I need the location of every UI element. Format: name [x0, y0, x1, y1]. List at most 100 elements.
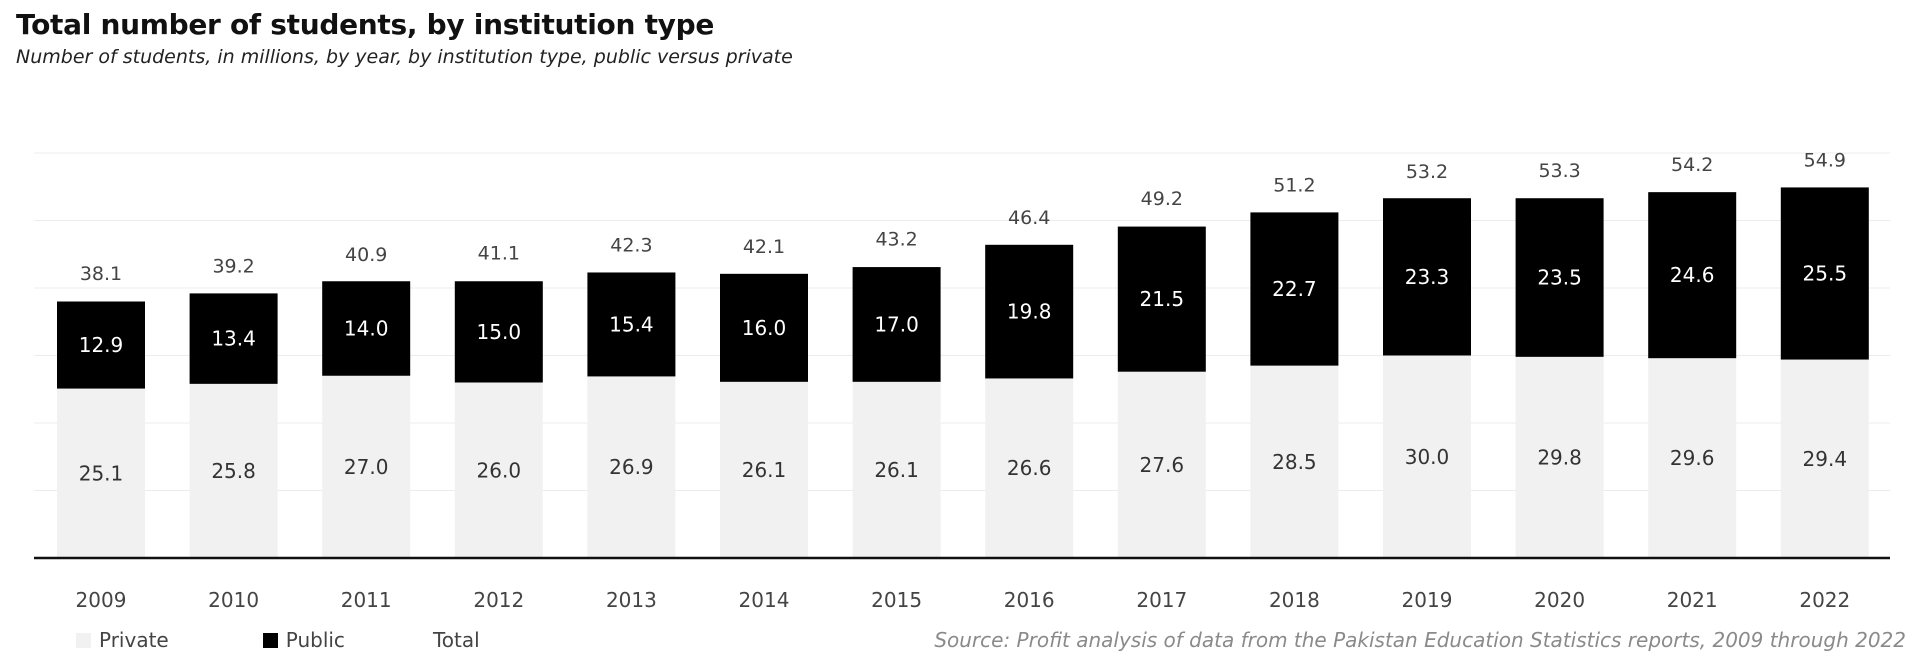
- bar-private-2015[interactable]: [852, 381, 941, 558]
- label-private-2017: 27.6: [1140, 453, 1185, 477]
- stacked-bar-chart: 25.1 12.9 38.1 25.8 13.4 39.2 27.0 14.0 40.9 26.0…: [34, 149, 1890, 610]
- bar-private-2020[interactable]: [1515, 356, 1604, 558]
- bar-public-2019[interactable]: [1383, 198, 1471, 356]
- x-tick-label-2017: 2017: [1136, 588, 1187, 610]
- label-total-2013: 42.3: [610, 234, 652, 256]
- bar-public-2013[interactable]: [587, 272, 676, 377]
- bar-private-2014[interactable]: [720, 381, 808, 558]
- label-public-2018: 22.7: [1272, 277, 1317, 301]
- label-private-2016: 26.6: [1007, 456, 1052, 480]
- x-tick-label-2011: 2011: [341, 588, 392, 610]
- label-public-2013: 15.4: [609, 312, 654, 336]
- bar-private-2013[interactable]: [587, 376, 676, 558]
- chart-subtitle: Number of students, in millions, by year…: [16, 46, 793, 68]
- label-public-2009: 12.9: [79, 333, 124, 357]
- label-private-2010: 25.8: [211, 459, 256, 483]
- bar-public-2009[interactable]: [57, 301, 145, 389]
- bars: [57, 187, 1869, 558]
- bar-private-2012[interactable]: [454, 382, 543, 559]
- x-tick-label-2022: 2022: [1799, 588, 1850, 610]
- label-public-2014: 16.0: [742, 316, 787, 340]
- bar-private-2010[interactable]: [189, 383, 278, 558]
- label-total-2019: 53.2: [1406, 161, 1448, 183]
- label-total-2009: 38.1: [80, 263, 122, 285]
- label-private-2021: 29.6: [1670, 446, 1715, 470]
- bar-private-2018[interactable]: [1250, 365, 1339, 558]
- x-tick-label-2014: 2014: [739, 588, 790, 610]
- label-total-2014: 42.1: [743, 236, 785, 258]
- label-private-2018: 28.5: [1272, 450, 1317, 474]
- label-private-2012: 26.0: [477, 458, 522, 482]
- bar-private-2021[interactable]: [1648, 358, 1737, 558]
- bar-public-2018[interactable]: [1250, 212, 1339, 366]
- label-total-2012: 41.1: [478, 243, 520, 265]
- data-labels: 25.1 12.9 38.1 25.8 13.4 39.2 27.0 14.0 40.9 26.0…: [79, 149, 1847, 485]
- x-axis: 2009 2010 2011 2012 2013 2014 2015 2016 2017 2018…: [34, 556, 1890, 610]
- label-private-2011: 27.0: [344, 455, 389, 479]
- x-tick-label-2018: 2018: [1269, 588, 1320, 610]
- label-public-2019: 23.3: [1405, 265, 1450, 289]
- bar-public-2015[interactable]: [852, 267, 941, 382]
- chart-title: Total number of students, by institution…: [16, 8, 715, 41]
- bar-public-2014[interactable]: [720, 273, 808, 382]
- label-private-2020: 29.8: [1537, 445, 1582, 469]
- bar-public-2021[interactable]: [1648, 192, 1737, 359]
- label-total-2022: 54.9: [1804, 149, 1846, 171]
- label-private-2015: 26.1: [874, 458, 919, 482]
- label-public-2016: 19.8: [1007, 300, 1052, 324]
- label-total-2016: 46.4: [1008, 207, 1050, 229]
- bar-private-2016[interactable]: [985, 378, 1074, 558]
- label-public-2022: 25.5: [1803, 261, 1848, 285]
- gridlines: [34, 152, 1890, 491]
- bar-private-2009[interactable]: [57, 388, 145, 558]
- bar-private-2011[interactable]: [322, 375, 411, 558]
- label-private-2022: 29.4: [1803, 447, 1848, 471]
- source-note: Source: Profit analysis of data from the…: [934, 628, 1906, 652]
- label-public-2015: 17.0: [874, 312, 919, 336]
- x-tick-label-2013: 2013: [606, 588, 657, 610]
- label-public-2021: 24.6: [1670, 263, 1715, 287]
- bar-public-2020[interactable]: [1515, 198, 1604, 357]
- legend: Private Public Total: [76, 628, 480, 652]
- legend-label-private: Private: [99, 628, 169, 652]
- label-public-2011: 14.0: [344, 317, 389, 341]
- x-tick-label-2019: 2019: [1402, 588, 1453, 610]
- x-tick-label-2016: 2016: [1004, 588, 1055, 610]
- bar-private-2022[interactable]: [1780, 359, 1869, 558]
- label-private-2009: 25.1: [79, 461, 124, 485]
- legend-item-public[interactable]: Public: [262, 628, 345, 652]
- legend-label-total: Total: [432, 628, 480, 652]
- label-public-2020: 23.5: [1537, 266, 1582, 290]
- label-total-2017: 49.2: [1141, 188, 1183, 210]
- legend-label-public: Public: [285, 628, 345, 652]
- label-total-2018: 51.2: [1273, 174, 1315, 196]
- label-total-2011: 40.9: [345, 244, 387, 266]
- label-public-2012: 15.0: [477, 320, 522, 344]
- x-tick-label-2021: 2021: [1667, 588, 1718, 610]
- x-tick-label-2015: 2015: [871, 588, 922, 610]
- label-total-2020: 53.3: [1538, 160, 1580, 182]
- label-private-2019: 30.0: [1405, 445, 1450, 469]
- legend-item-total[interactable]: Total: [433, 628, 480, 652]
- x-tick-label-2009: 2009: [76, 588, 127, 610]
- bar-public-2012[interactable]: [454, 281, 543, 383]
- label-private-2014: 26.1: [742, 458, 787, 482]
- legend-item-private[interactable]: Private: [76, 628, 169, 652]
- label-total-2021: 54.2: [1671, 154, 1713, 176]
- bar-public-2011[interactable]: [322, 281, 411, 376]
- label-total-2015: 43.2: [875, 228, 917, 250]
- bar-public-2016[interactable]: [985, 244, 1074, 379]
- bar-private-2019[interactable]: [1383, 355, 1471, 559]
- x-tick-label-2010: 2010: [208, 588, 259, 610]
- bar-public-2022[interactable]: [1780, 187, 1869, 360]
- legend-swatch-public: [262, 632, 278, 648]
- label-public-2017: 21.5: [1140, 287, 1185, 311]
- label-total-2010: 39.2: [212, 255, 254, 277]
- x-tick-label-2020: 2020: [1534, 588, 1585, 610]
- x-tick-label-2012: 2012: [473, 588, 524, 610]
- legend-swatch-private: [76, 632, 91, 648]
- label-public-2010: 13.4: [211, 327, 256, 351]
- bar-public-2017[interactable]: [1117, 226, 1206, 372]
- bar-private-2017[interactable]: [1117, 371, 1206, 558]
- bar-public-2010[interactable]: [189, 293, 278, 384]
